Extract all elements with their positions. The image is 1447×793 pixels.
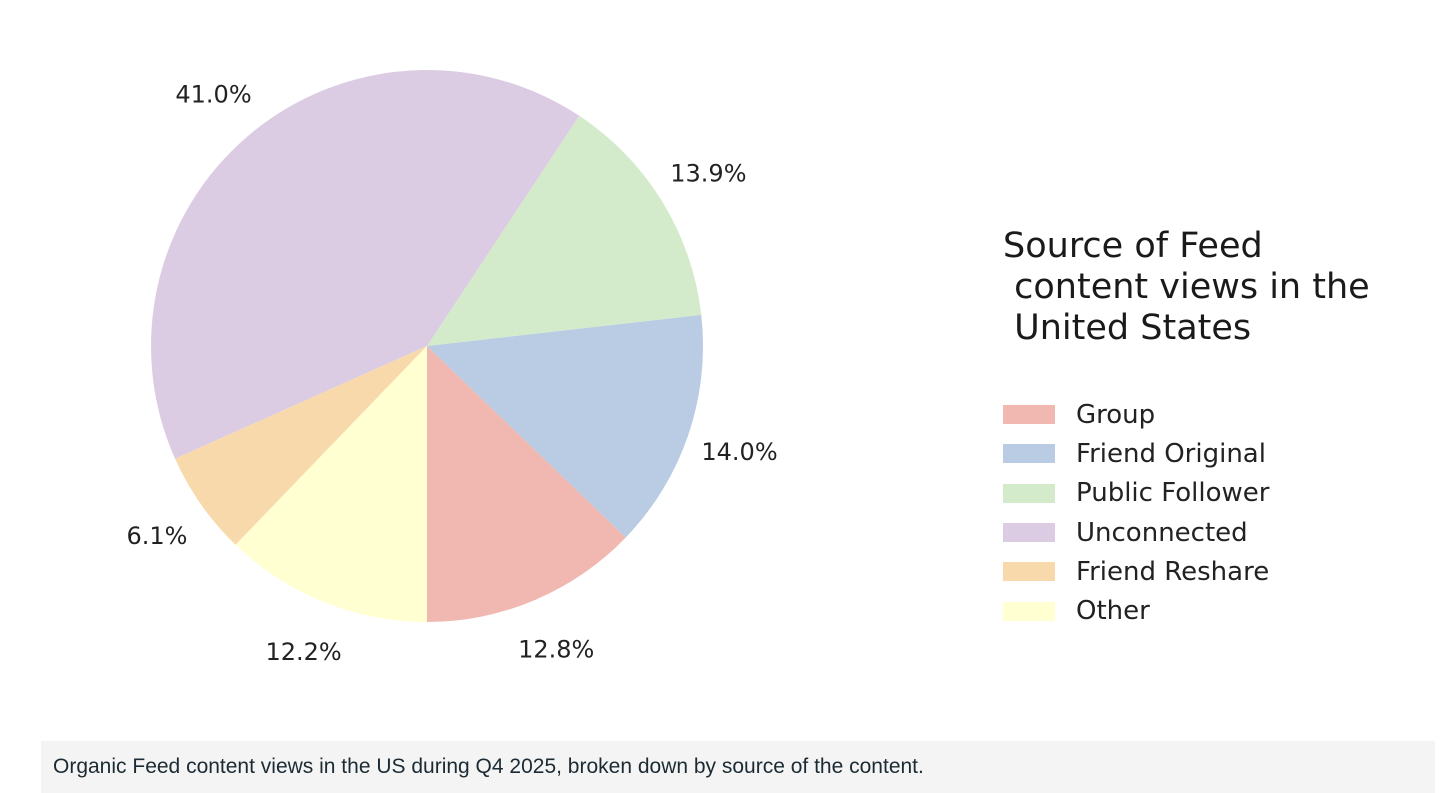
pie-slice-friend-original [427,314,704,538]
pie-slice-group [427,346,626,622]
legend-label: Friend Original [1076,438,1266,469]
legend-items: Group Friend Original Public Follower Uncon… [1003,395,1370,631]
chart-legend: Source of Feed content views in the Unit… [1003,226,1370,631]
legend-label: Other [1076,596,1150,627]
legend-title: Source of Feed content views in the Unit… [1003,226,1370,348]
legend-item-public-follower: Public Follower [1003,474,1370,513]
slice-label-group: 12.8% [518,636,594,664]
legend-swatch [1003,483,1055,503]
slice-label-friend-original: 14.0% [701,438,777,466]
slice-label-public-follower: 13.9% [670,160,746,188]
legend-label: Friend Reshare [1076,556,1270,587]
slice-label-unconnected: 41.0% [175,80,251,108]
pie-chart: 12.8% 14.0% 13.9% 41.0% 6.1% 12.2% [127,69,778,666]
legend-swatch [1003,444,1055,464]
figure-caption: Organic Feed content views in the US dur… [41,741,1435,793]
legend-item-friend-reshare: Friend Reshare [1003,552,1370,591]
legend-swatch [1003,562,1055,582]
legend-swatch [1003,601,1055,621]
legend-swatch [1003,523,1055,543]
caption-text: Organic Feed content views in the US dur… [53,755,924,778]
legend-swatch [1003,405,1055,425]
legend-label: Public Follower [1076,478,1270,509]
legend-label: Unconnected [1076,517,1248,548]
legend-item-unconnected: Unconnected [1003,513,1370,552]
slice-label-other: 12.2% [265,638,341,666]
legend-item-group: Group [1003,395,1370,434]
legend-item-friend-original: Friend Original [1003,434,1370,473]
pie-slice-public-follower [427,115,702,346]
pie-slice-other [235,346,427,622]
legend-label: Group [1076,399,1156,430]
slice-label-friend-reshare: 6.1% [127,522,188,550]
legend-item-other: Other [1003,591,1370,630]
pie-slice-unconnected [151,69,580,459]
pie-slice-friend-reshare [175,346,427,545]
